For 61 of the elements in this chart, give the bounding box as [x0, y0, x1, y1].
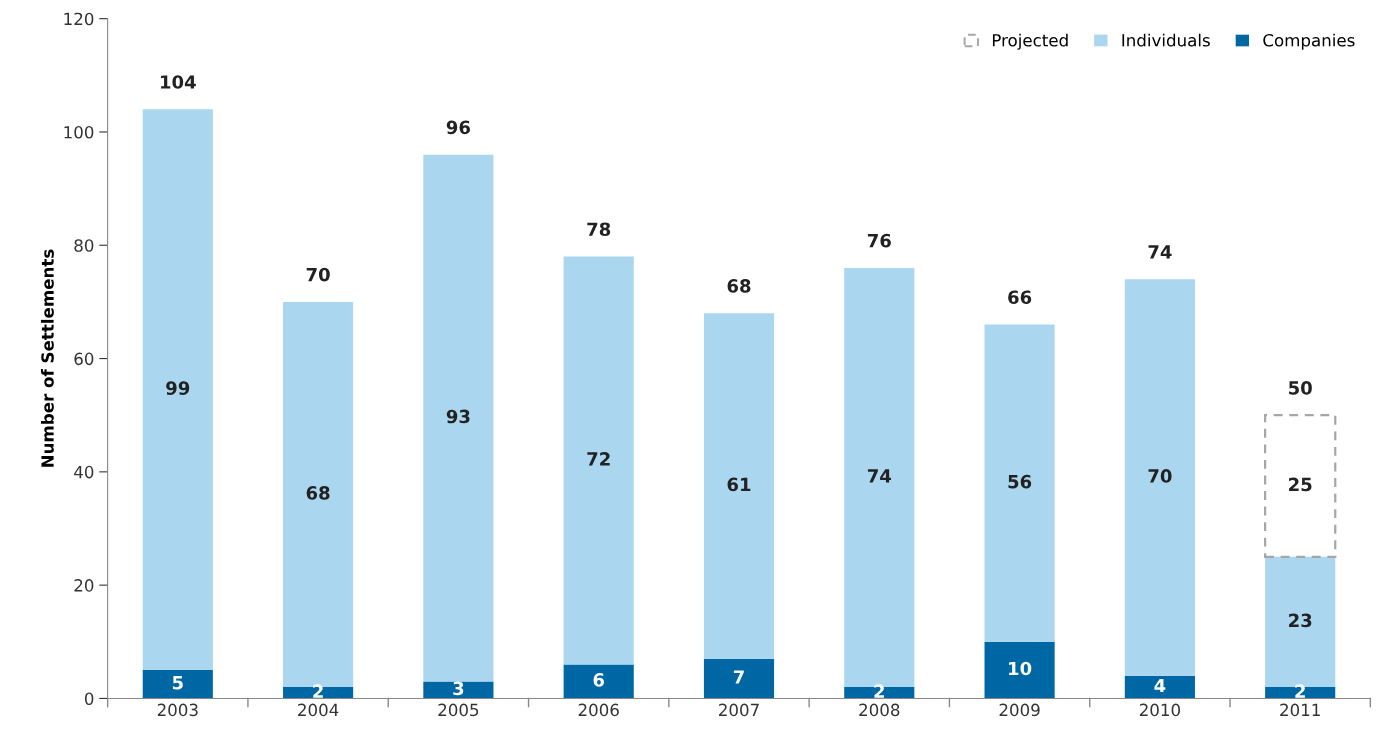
x-tick-label: 2010	[1139, 703, 1180, 717]
total-label: 96	[446, 120, 470, 135]
y-tick-label: 100	[64, 125, 94, 139]
y-axis-title: Number of Settlements	[40, 249, 54, 467]
total-label: 66	[1008, 290, 1032, 305]
bar	[1124, 675, 1195, 699]
data-label: 4	[1154, 678, 1166, 693]
bar	[1124, 279, 1195, 676]
x-tick-label: 2005	[438, 703, 479, 717]
bar	[142, 109, 213, 671]
y-tick-label: 60	[74, 352, 94, 366]
x-tick-label: 2008	[859, 703, 900, 717]
data-label: 7	[733, 670, 744, 684]
total-label: 50	[1289, 381, 1312, 395]
total-label: 70	[306, 267, 330, 282]
x-tick-label: 2006	[578, 703, 619, 717]
total-label: 74	[1148, 245, 1172, 259]
y-tick-label: 20	[74, 579, 94, 592]
data-label: 74	[867, 469, 892, 483]
data-label: 23	[1289, 613, 1312, 628]
x-tick-label: 2009	[999, 703, 1040, 717]
legend-label: Projected	[992, 33, 1068, 50]
data-label: 99	[166, 381, 190, 395]
x-tick-label: 2003	[157, 703, 198, 717]
data-label: 2	[1295, 684, 1305, 698]
x-tick-label: 2004	[298, 703, 339, 717]
y-tick-label: 80	[74, 239, 94, 252]
data-label: 3	[453, 681, 464, 696]
bar	[563, 664, 634, 699]
data-label: 61	[727, 477, 751, 492]
data-label: 70	[1148, 469, 1172, 483]
data-label: 2	[874, 684, 884, 698]
data-label: 68	[306, 486, 330, 500]
data-label: 72	[587, 452, 610, 466]
data-label: 56	[1008, 474, 1032, 489]
legend-label: Companies	[1263, 33, 1355, 50]
data-label: 2	[313, 684, 323, 698]
data-label: 5	[172, 676, 183, 690]
bar	[703, 313, 775, 659]
data-label: 10	[1009, 661, 1032, 676]
x-tick-label: 2011	[1280, 703, 1320, 717]
total-label: 68	[727, 279, 751, 293]
bar	[984, 641, 1055, 699]
y-tick-label: 120	[64, 12, 94, 26]
bar	[984, 324, 1055, 642]
total-label: 76	[867, 233, 891, 248]
legend-label: Individuals	[1122, 33, 1210, 47]
data-label: 25	[1289, 477, 1312, 492]
bar	[1264, 414, 1337, 558]
bar	[563, 256, 634, 665]
y-tick-label: 40	[74, 465, 94, 479]
x-tick-label: 2007	[719, 703, 759, 717]
total-label: 78	[587, 222, 611, 237]
bar	[423, 681, 494, 699]
total-label: 104	[160, 75, 196, 89]
bar	[142, 670, 213, 699]
bar	[423, 154, 494, 682]
bar	[703, 658, 775, 699]
y-tick-label: 0	[84, 692, 94, 706]
data-label: 93	[446, 409, 470, 424]
data-label: 6	[593, 673, 604, 687]
